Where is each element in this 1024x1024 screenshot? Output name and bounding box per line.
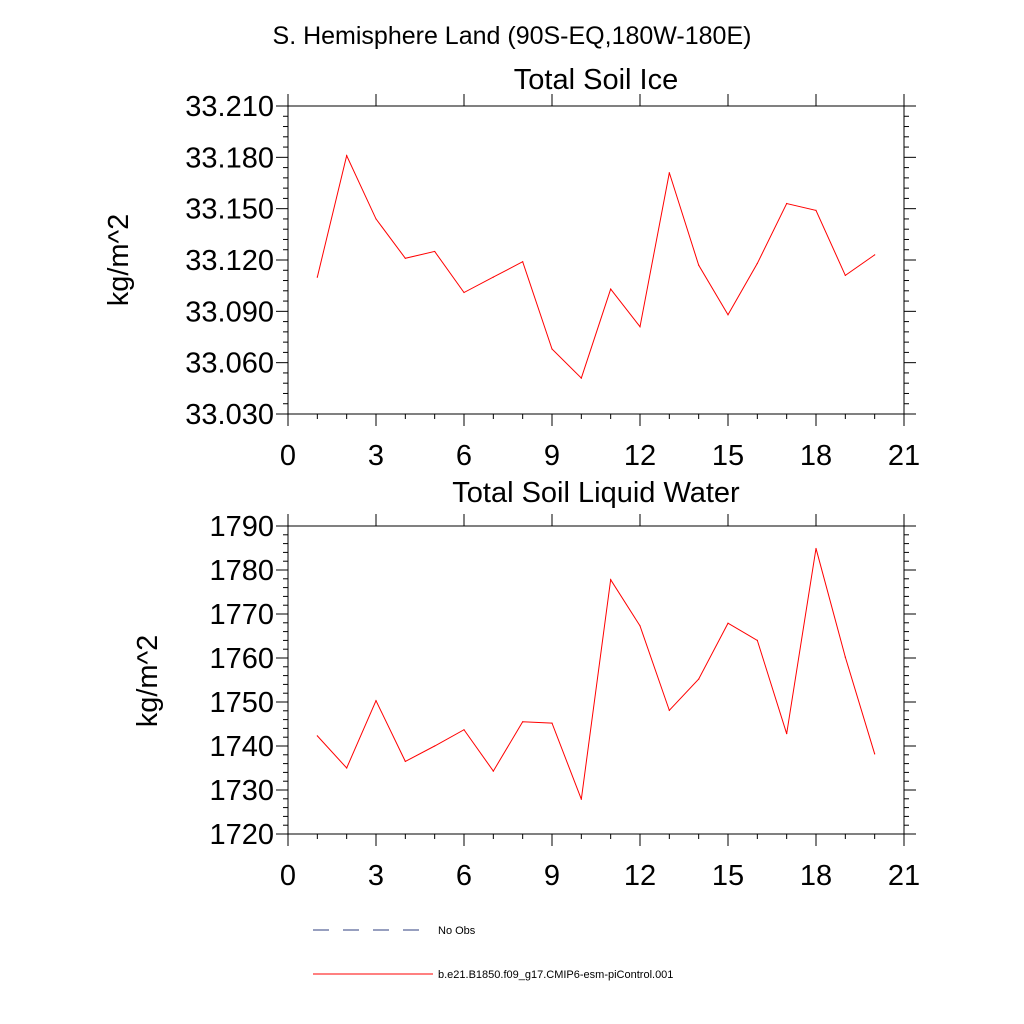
soil-liquid-water-data-point	[346, 767, 348, 769]
soil-ice-xtick-label: 21	[888, 440, 920, 472]
soil-ice-ytick-label: 33.060	[185, 348, 274, 380]
soil-liquid-water-data-point	[522, 721, 524, 723]
soil-ice-series-line	[316, 154, 875, 379]
soil-liquid-water-data-point	[492, 770, 494, 772]
soil-ice-xtick-label: 0	[280, 440, 296, 472]
legend-no-obs-label: No Obs	[438, 925, 476, 937]
soil-liquid-water-ytick-label: 1720	[209, 819, 274, 851]
soil-ice-data-point	[786, 202, 788, 205]
soil-liquid-water-data-point	[815, 547, 817, 550]
soil-ice-data-point	[874, 254, 876, 256]
soil-ice-plot-frame	[287, 105, 905, 415]
soil-ice-title: Total Soil Ice	[514, 64, 678, 96]
soil-ice-data-point	[492, 276, 494, 278]
soil-liquid-water-series-line	[316, 548, 876, 800]
soil-liquid-water-ylabel: kg/m^2	[132, 635, 164, 728]
soil-ice-data-point	[551, 348, 553, 350]
soil-liquid-water-data-point	[580, 798, 582, 800]
soil-ice-ytick-label: 33.090	[185, 296, 274, 328]
soil-liquid-water-xtick-label: 3	[368, 860, 384, 892]
soil-ice-ytick-label: 33.030	[185, 399, 274, 431]
soil-ice-data-point	[580, 377, 582, 379]
soil-ice-panel: Total Soil Ice kg/m^2 0 3 6 9 12 15 18 21 33.030…	[103, 64, 920, 472]
soil-liquid-water-ytick-label: 1730	[209, 775, 274, 807]
soil-ice-ytick-label: 33.180	[185, 142, 274, 174]
soil-ice-data-point	[610, 288, 612, 290]
soil-liquid-water-ytick-label: 1770	[209, 599, 274, 631]
soil-liquid-water-data-point	[786, 733, 788, 735]
soil-ice-ytick-label: 33.120	[185, 245, 274, 277]
soil-ice-xtick-label: 15	[712, 440, 744, 472]
soil-liquid-water-xtick-label: 6	[456, 860, 472, 892]
soil-liquid-water-ytick-label: 1790	[209, 511, 274, 543]
soil-liquid-water-panel: Total Soil Liquid Water kg/m^2 0 3 6 9 12 15 1…	[132, 477, 920, 892]
soil-liquid-water-title: Total Soil Liquid Water	[452, 477, 740, 509]
soil-liquid-water-data-point	[463, 729, 465, 731]
soil-liquid-water-xtick-label: 9	[544, 860, 560, 892]
soil-ice-data-point	[756, 262, 758, 265]
soil-ice-data-point	[434, 250, 436, 253]
soil-liquid-water-ytick-label: 1760	[209, 643, 274, 675]
soil-liquid-water-data-point	[698, 678, 700, 680]
soil-liquid-water-ytick-label: 1750	[209, 687, 274, 719]
soil-ice-data-point	[639, 326, 641, 328]
soil-ice-ytick-label: 33.210	[185, 91, 274, 123]
soil-ice-xtick-label: 6	[456, 440, 472, 472]
soil-ice-data-point	[815, 209, 817, 211]
soil-ice-data-point	[668, 172, 670, 174]
soil-liquid-water-data-point	[668, 709, 670, 711]
soil-ice-data-point	[404, 257, 406, 259]
soil-liquid-water-data-point	[375, 700, 377, 702]
soil-ice-data-point	[346, 155, 348, 157]
soil-liquid-water-xtick-label: 21	[888, 860, 920, 892]
figure-title: S. Hemisphere Land (90S-EQ,180W-180E)	[273, 22, 752, 50]
soil-ice-xtick-label: 9	[544, 440, 560, 472]
soil-ice-data-point	[844, 274, 846, 276]
soil-liquid-water-data-point	[639, 625, 641, 627]
soil-ice-xtick-label: 18	[800, 440, 832, 472]
soil-liquid-water-ytick-label: 1740	[209, 731, 274, 763]
legend-model-label: b.e21.B1850.f09_g17.CMIP6-esm-piControl.…	[438, 969, 673, 981]
soil-ice-xtick-label: 12	[624, 440, 656, 472]
soil-ice-data-point	[727, 314, 729, 316]
soil-liquid-water-data-point	[874, 753, 876, 755]
soil-liquid-water-plot-frame	[287, 525, 905, 835]
soil-liquid-water-data-point	[756, 639, 758, 642]
soil-ice-ytick-label: 33.150	[185, 194, 274, 226]
soil-ice-data-point	[316, 276, 318, 278]
soil-ice-data-point	[463, 291, 465, 294]
soil-ice-data-point	[375, 218, 377, 220]
soil-liquid-water-data-point	[551, 722, 553, 724]
soil-ice-xtick-label: 3	[368, 440, 384, 472]
soil-liquid-water-xtick-label: 15	[712, 860, 744, 892]
soil-ice-data-point	[522, 261, 524, 263]
soil-liquid-water-xtick-label: 0	[280, 860, 296, 892]
soil-liquid-water-data-point	[316, 735, 318, 737]
soil-liquid-water-ytick-label: 1780	[209, 555, 274, 587]
soil-liquid-water-data-point	[610, 579, 612, 581]
soil-liquid-water-xtick-label: 18	[800, 860, 832, 892]
soil-ice-ylabel: kg/m^2	[103, 214, 135, 307]
soil-ice-data-point	[698, 264, 700, 266]
legend: No Obs b.e21.B1850.f09_g17.CMIP6-esm-piC…	[313, 925, 673, 981]
soil-liquid-water-data-point	[434, 745, 436, 747]
soil-liquid-water-data-point	[727, 622, 729, 624]
soil-liquid-water-xtick-label: 12	[624, 860, 656, 892]
soil-liquid-water-data-point	[844, 656, 846, 658]
soil-liquid-water-data-point	[404, 760, 406, 763]
